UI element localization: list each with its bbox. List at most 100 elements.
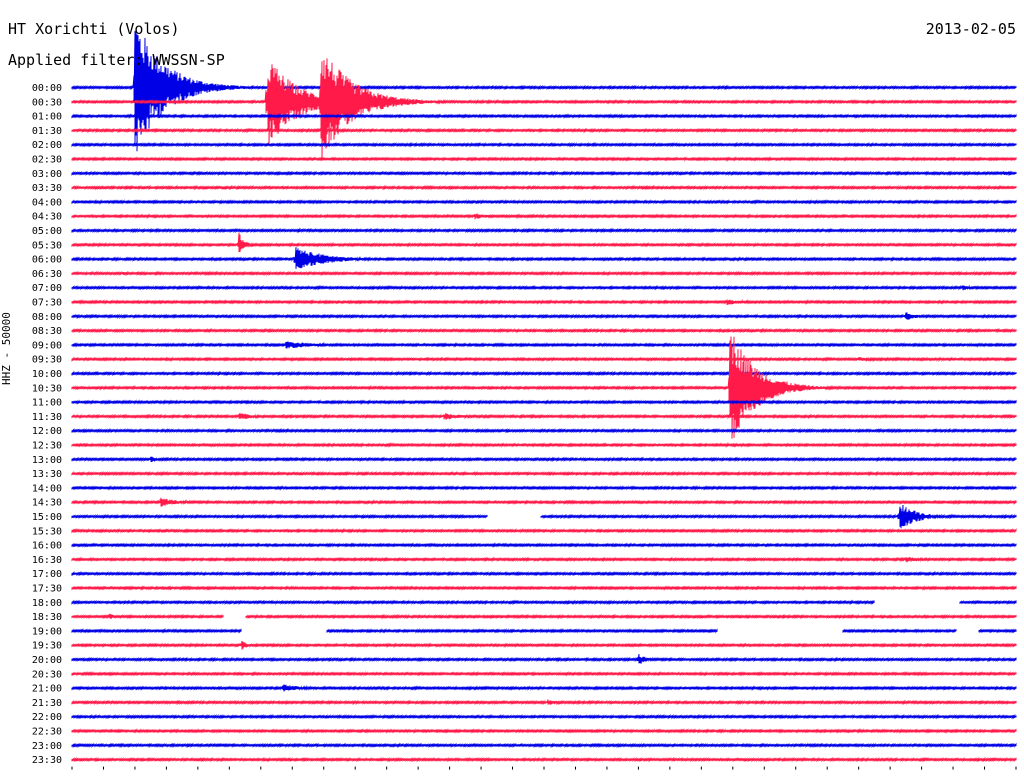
trace-line xyxy=(71,699,1017,706)
trace-label: 05:00 xyxy=(32,226,62,237)
trace-line xyxy=(71,113,1017,119)
trace-label: 15:00 xyxy=(32,512,62,523)
trace-label: 13:00 xyxy=(32,455,62,466)
trace-label: 21:30 xyxy=(32,698,62,709)
trace-line xyxy=(71,341,1017,349)
channel-label: HHZ - 50000 xyxy=(0,312,13,385)
trace-line xyxy=(71,412,1017,420)
trace-line xyxy=(71,127,1017,134)
trace-line xyxy=(71,247,1017,269)
trace-line xyxy=(71,399,1017,405)
trace-label: 22:30 xyxy=(32,727,62,738)
trace-line xyxy=(71,336,1017,439)
trace-line xyxy=(71,270,1017,277)
trace-line xyxy=(71,654,1017,664)
trace-line xyxy=(71,613,1017,620)
trace-label: 14:30 xyxy=(32,498,62,509)
filter-value: WWSSN-SP xyxy=(152,51,225,69)
trace-line xyxy=(71,542,1017,548)
trace-label: 08:00 xyxy=(32,312,62,323)
trace-line xyxy=(71,327,1017,334)
trace-line xyxy=(71,599,1017,606)
trace-label: 13:30 xyxy=(32,469,62,480)
trace-label: 23:30 xyxy=(32,755,62,766)
trace-label: 00:00 xyxy=(32,83,62,94)
trace-label: 17:30 xyxy=(32,584,62,595)
trace-label: 22:00 xyxy=(32,712,62,723)
trace-label: 11:30 xyxy=(32,412,62,423)
trace-label: 16:00 xyxy=(32,541,62,552)
trace-line xyxy=(71,585,1017,591)
trace-label: 06:00 xyxy=(32,255,62,266)
trace-label: 14:00 xyxy=(32,483,62,494)
trace-label: 21:00 xyxy=(32,684,62,695)
trace-label: 03:00 xyxy=(32,169,62,180)
trace-line xyxy=(71,199,1017,205)
trace-label: 19:30 xyxy=(32,641,62,652)
trace-label: 18:00 xyxy=(32,598,62,609)
trace-line xyxy=(71,284,1017,291)
trace-line xyxy=(71,370,1017,377)
station-title: HT Xorichti (Volos) xyxy=(8,20,180,38)
filter-line: Applied filter: WWSSN-SP xyxy=(8,51,225,69)
trace-line xyxy=(71,213,1017,220)
filter-label: Applied filter: xyxy=(8,51,144,69)
trace-label: 00:30 xyxy=(32,97,62,108)
trace-label: 01:00 xyxy=(32,112,62,123)
trace-label: 17:00 xyxy=(32,569,62,580)
trace-line xyxy=(71,456,1017,463)
trace-label: 08:30 xyxy=(32,326,62,337)
trace-line xyxy=(71,141,1017,148)
trace-line xyxy=(71,156,1017,162)
trace-line xyxy=(71,312,1017,320)
trace-line xyxy=(71,742,1017,749)
trace-line xyxy=(71,527,1017,534)
trace-line xyxy=(71,684,1017,692)
trace-line xyxy=(71,170,1017,177)
trace-line xyxy=(71,640,1017,650)
trace-label: 23:00 xyxy=(32,741,62,752)
trace-time-labels: 00:00 00:30 01:00 01:30 02:00 02:30 03:00 03:30… xyxy=(32,83,62,766)
trace-line xyxy=(71,713,1017,720)
trace-label: 04:00 xyxy=(32,197,62,208)
trace-line xyxy=(71,30,1017,152)
trace-label: 04:30 xyxy=(32,212,62,223)
trace-line xyxy=(71,728,1017,734)
trace-label: 10:30 xyxy=(32,383,62,394)
trace-label: 02:00 xyxy=(32,140,62,151)
trace-label: 09:00 xyxy=(32,340,62,351)
trace-line xyxy=(71,298,1017,306)
trace-label: 05:30 xyxy=(32,240,62,251)
trace-label: 06:30 xyxy=(32,269,62,280)
trace-label: 03:30 xyxy=(32,183,62,194)
trace-label: 20:00 xyxy=(32,655,62,666)
trace-line xyxy=(71,227,1017,234)
trace-line xyxy=(71,356,1017,363)
trace-line xyxy=(71,756,1017,763)
minute-ticks xyxy=(71,766,1017,770)
trace-label: 11:00 xyxy=(32,398,62,409)
trace-label: 07:00 xyxy=(32,283,62,294)
trace-label: 12:30 xyxy=(32,441,62,452)
trace-label: 18:30 xyxy=(32,612,62,623)
trace-line xyxy=(71,427,1017,434)
trace-label: 12:00 xyxy=(32,426,62,437)
trace-label: 09:30 xyxy=(32,355,62,366)
trace-label: 15:30 xyxy=(32,526,62,537)
trace-line xyxy=(71,570,1017,577)
trace-line xyxy=(71,556,1017,563)
trace-label: 10:00 xyxy=(32,369,62,380)
trace-line xyxy=(71,485,1017,491)
trace-label: 02:30 xyxy=(32,155,62,166)
seismic-traces xyxy=(71,30,1017,763)
trace-line xyxy=(71,628,1017,634)
trace-label: 20:30 xyxy=(32,669,62,680)
trace-label: 16:30 xyxy=(32,555,62,566)
trace-line xyxy=(71,504,1017,529)
trace-line xyxy=(71,497,1017,507)
trace-line xyxy=(71,232,1017,253)
trace-label: 01:30 xyxy=(32,126,62,137)
trace-line xyxy=(71,442,1017,448)
trace-label: 19:00 xyxy=(32,626,62,637)
